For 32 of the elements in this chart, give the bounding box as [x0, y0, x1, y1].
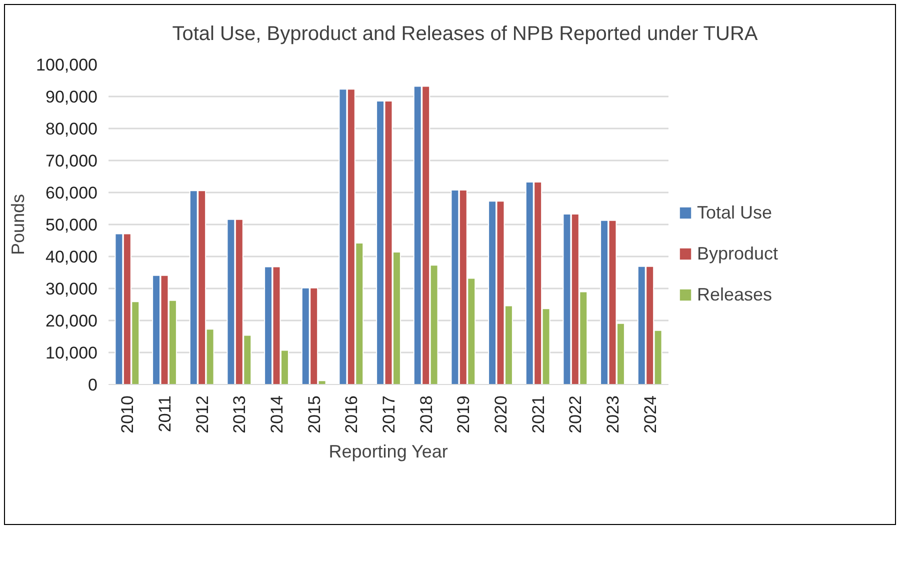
x-tick-label: 2022	[566, 395, 586, 433]
y-tick-label: 30,000	[46, 279, 98, 298]
x-tick-label: 2014	[268, 395, 286, 433]
x-tick-label: 2015	[304, 395, 324, 433]
y-tick-label: 20,000	[46, 311, 98, 330]
y-tick-label: 0	[88, 375, 98, 394]
x-tick-label: 2010	[118, 395, 138, 433]
x-tick-label: 2021	[528, 395, 548, 433]
y-tick-label: 90,000	[46, 87, 98, 106]
y-tick-label: 70,000	[46, 151, 98, 170]
y-tick-label: 50,000	[46, 215, 98, 234]
x-tick-label: 2017	[380, 395, 398, 433]
x-tick-label: 2023	[604, 395, 622, 433]
x-tick-label: 2012	[192, 395, 212, 433]
x-tick-label: 2013	[230, 395, 250, 433]
y-axis-title: Pounds	[8, 194, 28, 255]
y-tick-label: 100,000	[36, 55, 98, 74]
legend-label: Total Use	[697, 202, 772, 224]
y-tick-label: 40,000	[46, 247, 98, 266]
y-tick-label: 80,000	[46, 119, 98, 138]
chart-title: Total Use, Byproduct and Releases of NPB Reported under TURA	[172, 22, 758, 47]
y-tick-label: 10,000	[46, 343, 98, 362]
x-tick-label: 2016	[342, 395, 362, 433]
x-tick-label: 2020	[492, 395, 510, 433]
x-tick-label: 2011	[156, 395, 174, 432]
x-tick-label: 2024	[640, 395, 660, 433]
legend-label: Releases	[697, 284, 772, 306]
x-axis-title: Reporting Year	[328, 440, 448, 461]
y-tick-label: 60,000	[46, 183, 98, 202]
x-tick-label: 2018	[416, 395, 436, 433]
legend-label: Byproduct	[697, 243, 778, 264]
x-tick-label: 2019	[454, 395, 474, 433]
